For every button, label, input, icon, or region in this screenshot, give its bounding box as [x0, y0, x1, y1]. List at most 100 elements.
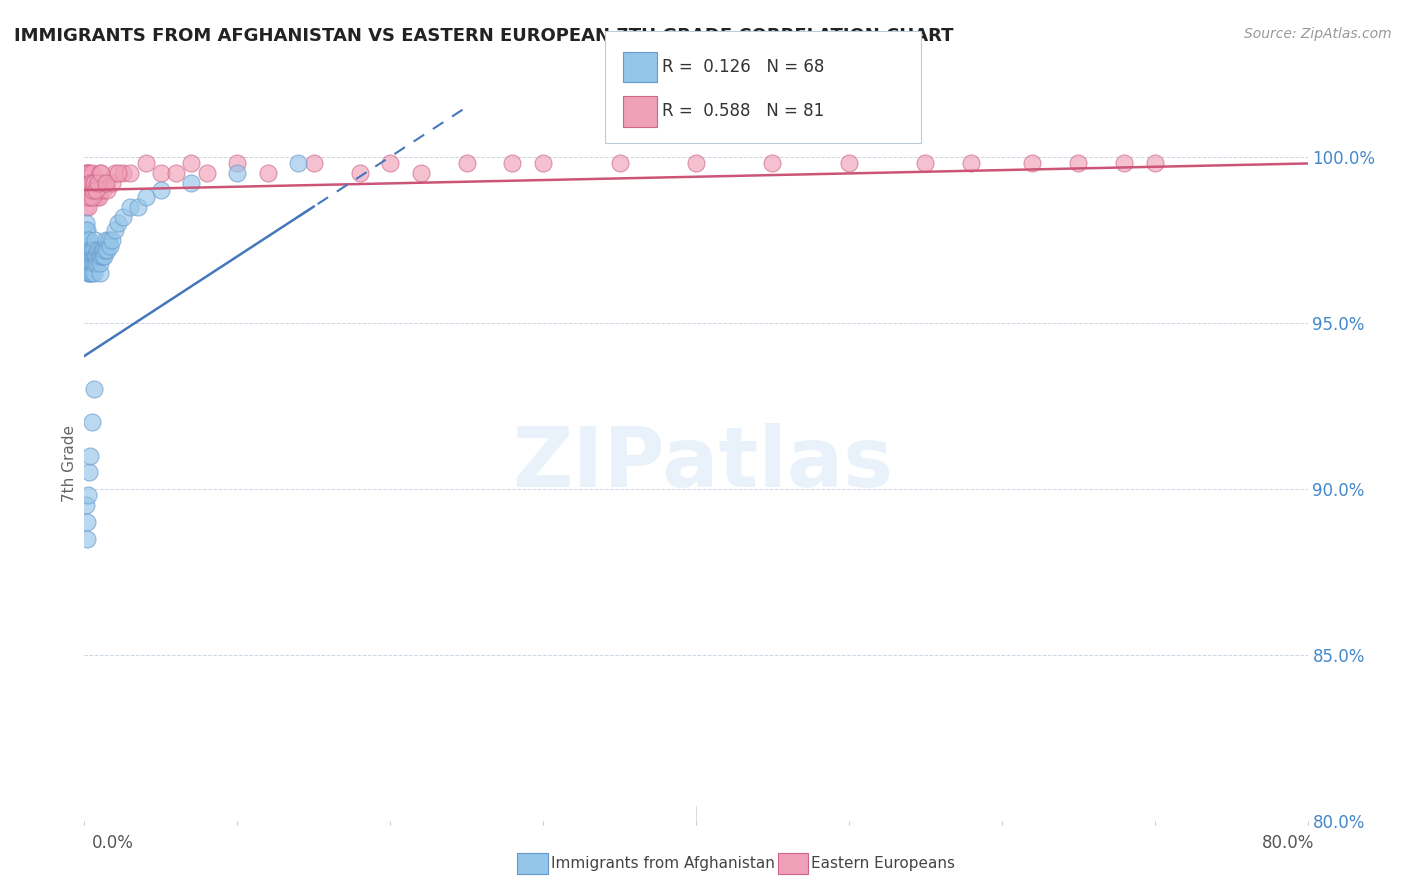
Point: [226, 156, 249, 170]
Point: [90, 177, 112, 191]
Point: [761, 156, 783, 170]
Point: [91, 243, 114, 257]
Point: [82, 243, 104, 257]
Point: [89, 266, 111, 280]
Point: [838, 156, 860, 170]
Point: [111, 210, 134, 224]
Point: [83, 183, 105, 197]
Point: [75, 223, 97, 237]
Point: [83, 256, 105, 270]
Point: [83, 382, 105, 396]
Point: [456, 156, 478, 170]
Point: [76, 189, 98, 203]
Point: [80, 243, 103, 257]
Point: [80, 177, 103, 191]
Point: [79, 177, 101, 191]
Point: [82, 256, 104, 270]
Point: [86, 243, 108, 257]
Point: [80, 189, 103, 203]
Point: [76, 233, 98, 247]
Text: 0.0%: 0.0%: [91, 834, 134, 852]
Point: [87, 249, 110, 263]
Text: ZIPatlas: ZIPatlas: [513, 424, 893, 504]
Point: [80, 166, 103, 180]
Point: [83, 249, 105, 263]
Point: [83, 266, 105, 280]
Point: [79, 266, 101, 280]
Point: [84, 183, 107, 197]
Point: [75, 200, 97, 214]
Y-axis label: 7th Grade: 7th Grade: [62, 425, 77, 502]
Point: [91, 183, 114, 197]
Point: [96, 183, 118, 197]
Point: [91, 249, 114, 263]
Point: [101, 233, 124, 247]
Point: [76, 515, 98, 529]
Text: Eastern Europeans: Eastern Europeans: [811, 856, 955, 871]
Point: [76, 532, 98, 546]
Text: Source: ZipAtlas.com: Source: ZipAtlas.com: [1244, 27, 1392, 41]
Point: [79, 183, 101, 197]
Point: [1021, 156, 1043, 170]
Point: [76, 177, 98, 191]
Point: [149, 183, 172, 197]
Point: [79, 189, 101, 203]
Point: [409, 166, 432, 180]
Point: [960, 156, 983, 170]
Point: [82, 177, 104, 191]
Point: [77, 177, 100, 191]
Point: [86, 177, 108, 191]
Point: [302, 156, 325, 170]
Text: Immigrants from Afghanistan: Immigrants from Afghanistan: [551, 856, 775, 871]
Point: [87, 189, 110, 203]
Point: [86, 256, 108, 270]
Point: [93, 243, 115, 257]
Point: [79, 449, 101, 463]
Point: [1143, 156, 1166, 170]
Point: [75, 233, 97, 247]
Point: [75, 166, 97, 180]
Point: [96, 243, 118, 257]
Point: [77, 166, 100, 180]
Point: [94, 233, 117, 247]
Point: [89, 166, 111, 180]
Point: [94, 243, 117, 257]
Point: [84, 183, 107, 197]
Point: [90, 166, 112, 180]
Point: [94, 177, 117, 191]
Point: [287, 156, 309, 170]
Point: [180, 177, 202, 191]
Point: [380, 156, 402, 170]
Text: 80.0%: 80.0%: [1263, 834, 1315, 852]
Point: [83, 189, 105, 203]
Point: [77, 256, 100, 270]
Point: [80, 183, 103, 197]
Text: IMMIGRANTS FROM AFGHANISTAN VS EASTERN EUROPEAN 7TH GRADE CORRELATION CHART: IMMIGRANTS FROM AFGHANISTAN VS EASTERN E…: [14, 27, 953, 45]
Point: [120, 166, 142, 180]
Point: [89, 183, 111, 197]
Point: [80, 249, 103, 263]
Point: [93, 249, 115, 263]
Point: [75, 177, 97, 191]
Text: R =  0.126   N = 68: R = 0.126 N = 68: [662, 58, 824, 76]
Point: [83, 177, 105, 191]
Point: [914, 156, 936, 170]
Point: [93, 177, 115, 191]
Point: [79, 256, 101, 270]
Point: [76, 266, 98, 280]
Point: [120, 200, 142, 214]
Point: [127, 200, 149, 214]
Point: [75, 183, 97, 197]
Point: [165, 166, 187, 180]
Point: [79, 243, 101, 257]
Point: [531, 156, 554, 170]
Point: [1067, 156, 1090, 170]
Point: [149, 166, 172, 180]
Point: [77, 189, 100, 203]
Point: [87, 243, 110, 257]
Point: [609, 156, 631, 170]
Point: [104, 166, 127, 180]
Point: [75, 216, 97, 230]
Point: [76, 183, 98, 197]
Point: [77, 266, 100, 280]
